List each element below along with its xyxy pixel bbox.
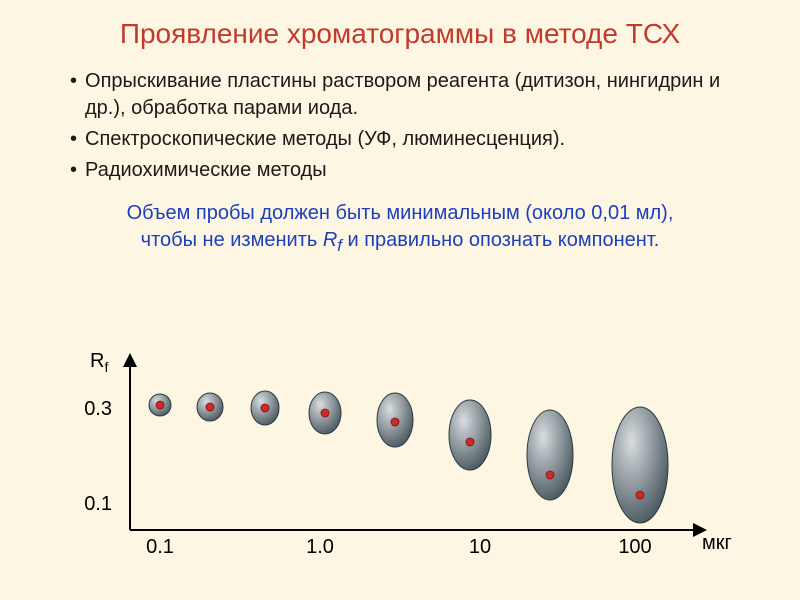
bullet-item: • Спектроскопические методы (УФ, люминес… [70, 126, 740, 153]
bullet-item: • Радиохимические методы [70, 157, 740, 184]
x-tick-label: 10 [455, 536, 505, 559]
x-axis-unit: мкг [702, 532, 732, 555]
bullet-dot-icon: • [70, 157, 77, 184]
bullet-item: • Опрыскивание пластины раствором реаген… [70, 68, 740, 122]
rf-vs-amount-chart: Rf мкг 0.3 0.1 0.1 1.0 10 100 [60, 350, 740, 580]
note-line-2: чтобы не изменить Rf и правильно опознат… [40, 227, 760, 258]
x-tick-label: 1.0 [295, 536, 345, 559]
bullet-dot-icon: • [70, 68, 77, 122]
sample-volume-note: Объем пробы должен быть минимальным (око… [40, 200, 760, 258]
y-tick-label: 0.3 [72, 398, 112, 421]
y-tick-label: 0.1 [72, 493, 112, 516]
x-tick-label: 100 [610, 536, 660, 559]
rf-symbol: Rf [323, 229, 342, 251]
bullet-text: Опрыскивание пластины раствором реагента… [85, 68, 740, 122]
slide-title: Проявление хроматограммы в методе ТСХ [0, 0, 800, 50]
note-text: и правильно опознать компонент. [342, 229, 659, 251]
bullet-list: • Опрыскивание пластины раствором реаген… [70, 68, 740, 184]
bullet-dot-icon: • [70, 126, 77, 153]
note-text: чтобы не изменить [141, 229, 323, 251]
note-line-1: Объем пробы должен быть минимальным (око… [40, 200, 760, 227]
y-axis-title: Rf [90, 350, 108, 375]
bullet-text: Спектроскопические методы (УФ, люминесце… [85, 126, 565, 153]
bullet-text: Радиохимические методы [85, 157, 327, 184]
x-tick-label: 0.1 [135, 536, 185, 559]
